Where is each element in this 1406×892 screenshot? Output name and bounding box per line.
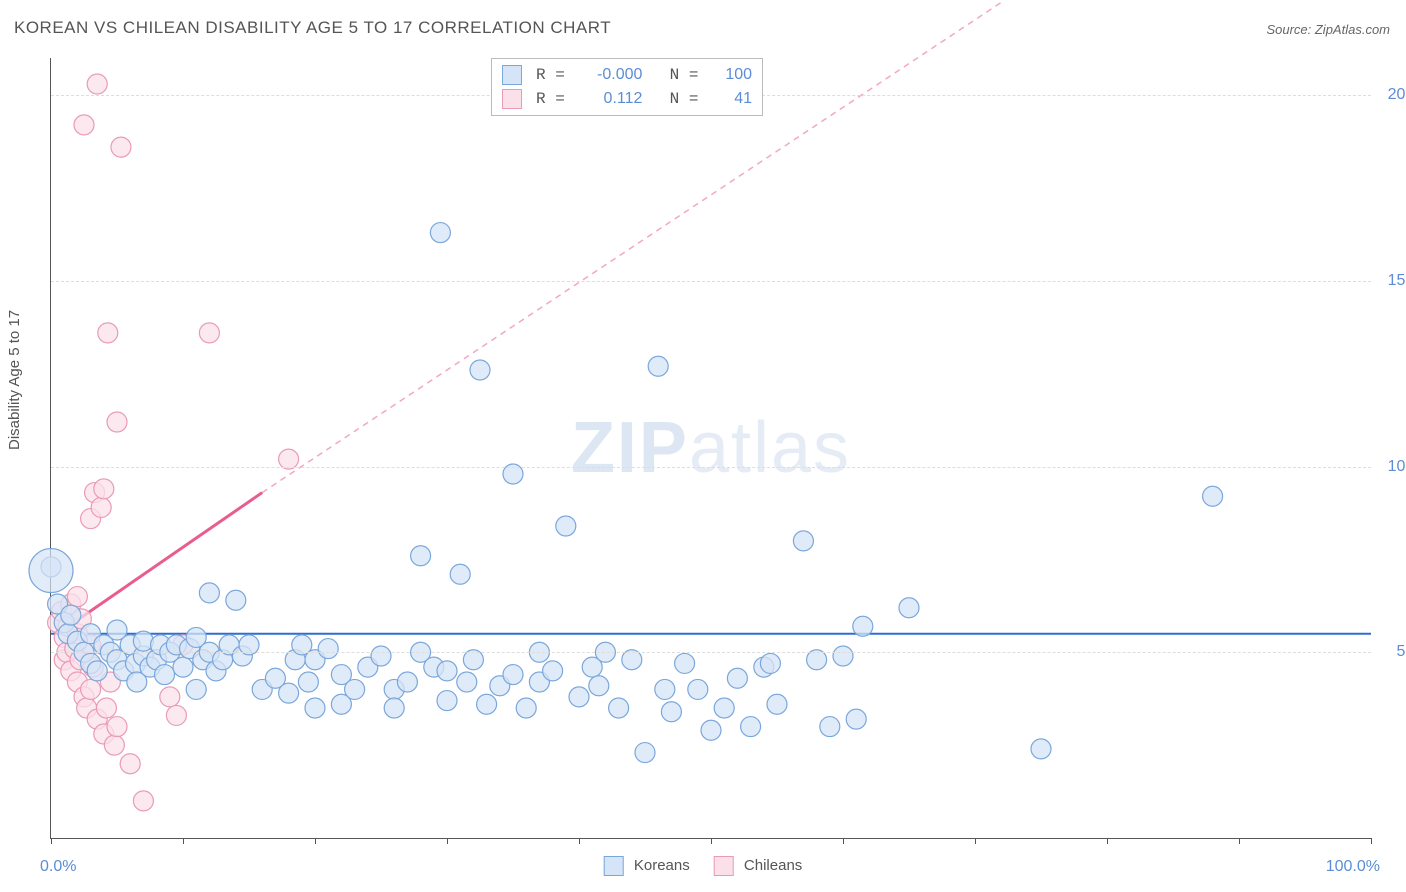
chart-title: KOREAN VS CHILEAN DISABILITY AGE 5 TO 17… (14, 18, 611, 38)
plot-area: ZIPatlas R = -0.000 N = 100 R = 0.112 N … (50, 58, 1371, 839)
x-axis-max-label: 100.0% (1326, 858, 1380, 876)
corr-row-chileans: R = 0.112 N = 41 (502, 87, 752, 111)
swatch-chileans-icon (714, 856, 734, 876)
y-tick-label: 20.0% (1388, 86, 1406, 104)
chart-container: KOREAN VS CHILEAN DISABILITY AGE 5 TO 17… (0, 0, 1406, 892)
swatch-chileans-icon (502, 89, 522, 109)
y-tick-label: 15.0% (1388, 272, 1406, 290)
legend-item-chileans: Chileans (714, 856, 803, 876)
chart-svg (51, 58, 1371, 838)
source-label: Source: ZipAtlas.com (1266, 22, 1390, 37)
x-axis-min-label: 0.0% (40, 858, 76, 876)
y-tick-label: 5.0% (1397, 643, 1406, 661)
swatch-koreans-icon (604, 856, 624, 876)
y-axis-label: Disability Age 5 to 17 (6, 310, 23, 450)
corr-row-koreans: R = -0.000 N = 100 (502, 63, 752, 87)
y-tick-label: 10.0% (1388, 458, 1406, 476)
series-legend: Koreans Chileans (604, 856, 803, 876)
legend-item-koreans: Koreans (604, 856, 690, 876)
correlation-legend: R = -0.000 N = 100 R = 0.112 N = 41 (491, 58, 763, 116)
swatch-koreans-icon (502, 65, 522, 85)
